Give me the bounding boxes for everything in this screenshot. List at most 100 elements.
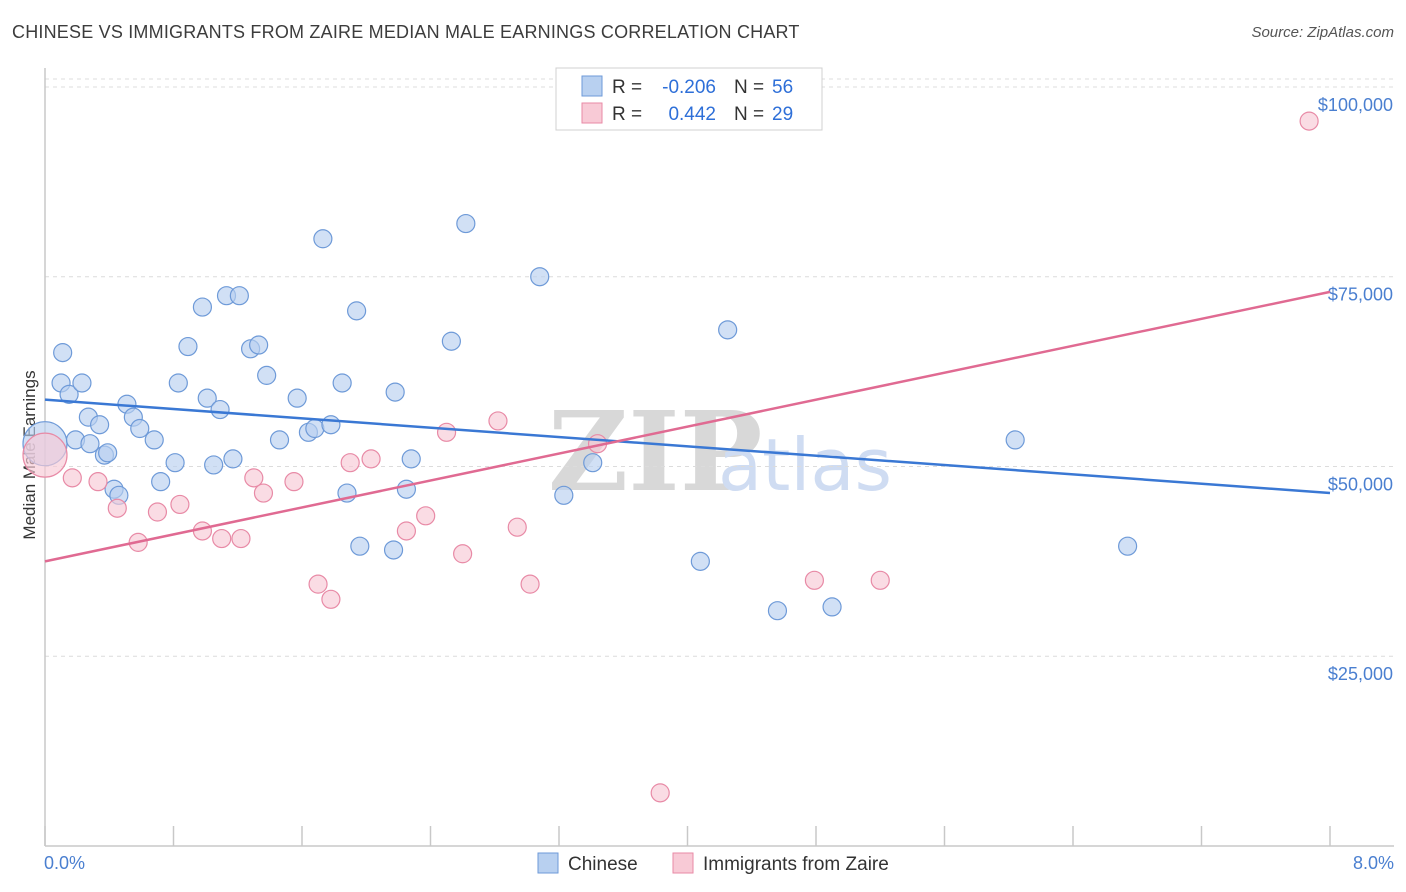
zaire-point-16	[361, 449, 381, 469]
zaire-point-13	[308, 574, 328, 594]
chinese-point-15	[130, 418, 150, 439]
zaire-point-10	[244, 468, 264, 488]
chinese-point-16	[144, 430, 164, 450]
legend-n-label-chinese: N =	[734, 77, 764, 98]
zaire-point-26	[804, 570, 824, 590]
chinese-point-43	[396, 479, 417, 499]
chinese-point-49	[583, 453, 603, 473]
zaire-point-3	[107, 498, 127, 518]
zaire-point-9	[231, 528, 251, 549]
zaire-point-5	[147, 502, 168, 522]
zaire-point-2	[88, 472, 108, 492]
bottom-legend-swatch-zaire	[672, 852, 694, 874]
x-tick-label-right: 8.0%	[1353, 853, 1394, 873]
x-ticks	[44, 826, 1331, 846]
chinese-point-52	[767, 601, 788, 621]
chinese-point-29	[249, 335, 269, 355]
watermark-atlas: atlas	[718, 423, 892, 507]
bottom-legend-label-zaire: Immigrants from Zaire	[703, 854, 889, 875]
zaire-point-14	[321, 589, 341, 609]
chinese-point-36	[321, 415, 341, 435]
zaire-point-15	[340, 453, 360, 473]
zaire-point-7	[192, 521, 213, 541]
chinese-point-24	[210, 399, 230, 420]
bottom-legend-swatch-chinese	[537, 852, 559, 874]
chinese-point-4	[72, 373, 92, 393]
legend-n-label-zaire: N =	[734, 104, 764, 125]
chinese-point-35	[313, 229, 333, 249]
chinese-point-45	[441, 331, 461, 351]
chinese-point-31	[269, 430, 290, 450]
chinese-point-48	[554, 485, 574, 505]
zaire-trendline	[44, 290, 1331, 563]
chinese-point-2	[53, 343, 73, 363]
watermark-zip: ZIP	[548, 387, 762, 516]
zaire-point-1	[62, 468, 82, 488]
chinese-point-8	[90, 415, 110, 435]
chinese-point-54	[1118, 536, 1138, 556]
chinese-point-32	[287, 388, 307, 408]
chinese-trendline	[44, 398, 1331, 495]
trendlines	[44, 290, 1331, 563]
chinese-point-40	[350, 536, 370, 556]
legend-swatch-chinese	[581, 75, 603, 97]
zaire-point-0	[22, 432, 68, 478]
chinese-point-42	[385, 382, 405, 402]
chinese-point-10	[98, 443, 118, 463]
chinese-point-44	[401, 449, 421, 469]
zaire-point-25	[650, 783, 670, 803]
zaire-point-12	[284, 472, 304, 492]
chinese-point-7	[80, 434, 100, 454]
legend-r-value-chinese: -0.206	[662, 77, 716, 98]
zaire-point-18	[416, 506, 436, 526]
chinese-point-22	[197, 388, 217, 408]
chinese-point-17	[151, 472, 171, 492]
chinese-point-18	[165, 453, 185, 473]
chinese-point-3	[59, 384, 79, 404]
chinese-point-39	[347, 301, 367, 321]
y-tick-label-50000: $50,000	[1328, 474, 1393, 494]
chinese-point-30	[257, 365, 277, 385]
source-attribution: Source: ZipAtlas.com	[1251, 24, 1394, 41]
chinese-point-20	[178, 336, 198, 357]
legend-n-value-zaire: 29	[772, 104, 793, 125]
y-tick-label-100000: $100,000	[1318, 95, 1393, 115]
chinese-point-41	[383, 540, 404, 560]
chinese-point-53	[1005, 430, 1025, 450]
legend-r-label-chinese: R =	[612, 77, 642, 98]
zaire-point-28	[870, 570, 890, 590]
zaire-point-17	[396, 521, 417, 541]
x-tick-label-left: 0.0%	[44, 853, 85, 873]
chinese-point-46	[456, 213, 476, 234]
legend-swatch-zaire	[581, 102, 603, 124]
zaire-point-27	[1299, 111, 1319, 131]
legend-n-value-chinese: 56	[772, 77, 793, 98]
bottom-legend: Chinese Immigrants from Zaire	[537, 852, 889, 875]
zaire-point-11	[253, 483, 274, 503]
zaire-point-20	[453, 544, 473, 564]
chinese-point-51	[718, 320, 738, 340]
y-tick-label-25000: $25,000	[1328, 664, 1393, 684]
chinese-point-27	[229, 286, 249, 306]
chinese-point-37	[332, 373, 352, 393]
series-zaire	[22, 111, 1319, 803]
chinese-point-21	[192, 297, 213, 317]
chinese-point-26	[223, 449, 243, 469]
y-tick-labels: $25,000 $50,000 $75,000 $100,000	[1318, 95, 1393, 684]
chinese-point-19	[168, 373, 188, 393]
bottom-legend-label-chinese: Chinese	[568, 854, 638, 875]
chinese-point-47	[530, 267, 550, 287]
y-tick-label-75000: $75,000	[1328, 285, 1393, 305]
zaire-point-19	[436, 422, 457, 442]
zaire-point-8	[212, 528, 232, 549]
chinese-point-34	[305, 418, 325, 439]
legend-r-label-zaire: R =	[612, 104, 642, 125]
chinese-point-23	[204, 455, 224, 475]
gridlines	[45, 78, 1394, 657]
legend-r-value-zaire: 0.442	[668, 104, 716, 125]
zaire-point-21	[488, 411, 508, 431]
chinese-point-55	[822, 597, 842, 617]
zaire-point-22	[507, 517, 527, 537]
zaire-point-23	[520, 574, 540, 594]
